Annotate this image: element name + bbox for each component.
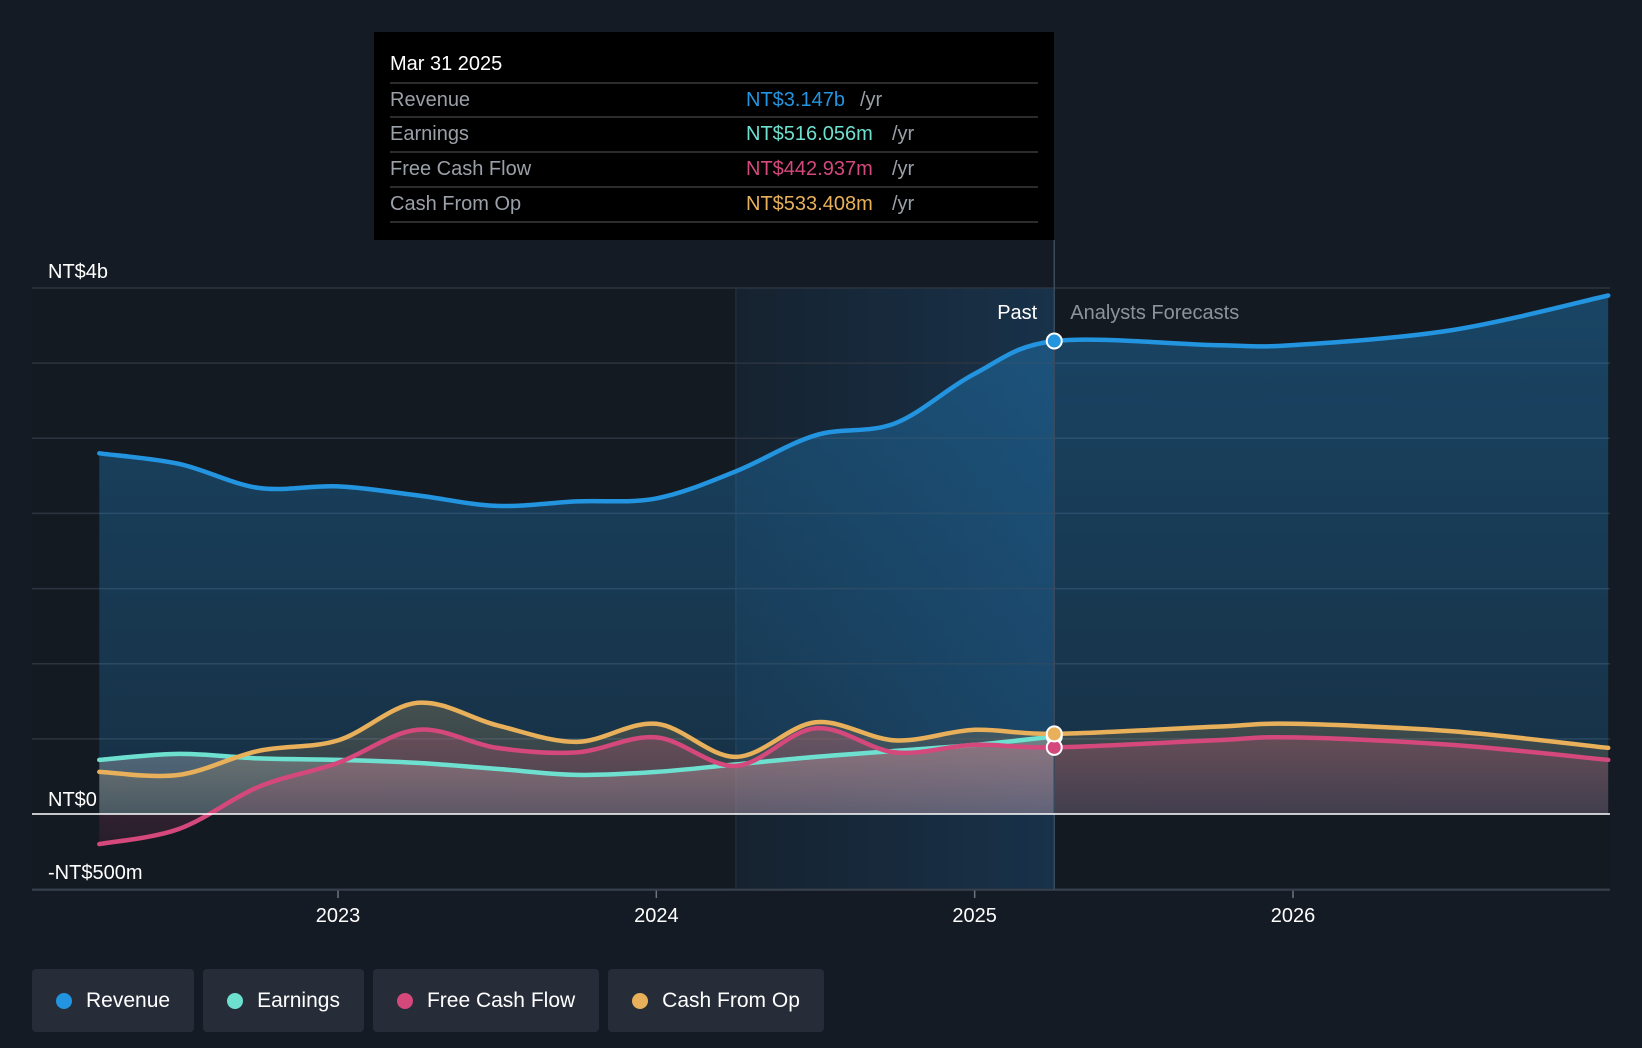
forecast-label: Analysts Forecasts	[1070, 302, 1239, 324]
tooltip-background	[374, 32, 1054, 240]
tooltip-value-fcf: NT$442.937m	[746, 158, 873, 180]
legend-dot-icon	[396, 992, 413, 1009]
series-lines	[97, 293, 1611, 847]
line-cfo	[97, 700, 1611, 779]
legend-label: Free Cash Flow	[426, 988, 576, 1012]
tooltip-value-earnings: NT$516.056m	[746, 123, 873, 145]
y-tick-label: -NT$500m	[48, 862, 142, 884]
legend-label: Earnings	[257, 988, 340, 1012]
line-revenue	[97, 293, 1611, 509]
marker-revenue	[1045, 332, 1063, 350]
tooltip-label-earnings: Earnings	[390, 123, 469, 145]
area-cfo	[99, 702, 1609, 814]
marker-cfo	[1045, 725, 1063, 743]
legend: Revenue Earnings Free Cash Flow Cash Fro…	[32, 969, 824, 1032]
legend-dot-icon	[227, 992, 244, 1009]
y-tick-label: NT$0	[48, 789, 97, 811]
legend-label: Revenue	[86, 988, 171, 1012]
tooltip-unit-fcf: /yr	[892, 158, 915, 180]
y-axis-labels: NT$4b NT$0 -NT$500m	[48, 261, 142, 884]
legend-item-free-cash-flow[interactable]: Free Cash Flow	[372, 969, 600, 1032]
legend-item-cash-from-op[interactable]: Cash From Op	[608, 969, 824, 1032]
past-label: Past	[997, 302, 1037, 324]
legend-dot-icon	[56, 992, 72, 1009]
tooltip-label-cfo: Cash From Op	[390, 193, 521, 215]
tooltip-date: Mar 31 2025	[390, 53, 502, 75]
line-fcf	[97, 726, 1611, 847]
tooltip-unit-revenue: /yr	[860, 89, 883, 111]
x-tick-label: 2024	[634, 905, 679, 927]
legend-item-revenue[interactable]: Revenue	[32, 969, 195, 1032]
tooltip-unit-cfo: /yr	[892, 193, 915, 215]
legend-label: Cash From Op	[662, 988, 800, 1012]
tooltip-value-cfo: NT$533.408m	[746, 193, 873, 215]
tooltip-unit-earnings: /yr	[892, 123, 915, 145]
tooltip: Mar 31 2025 Revenue NT$3.147b /yr Earnin…	[374, 32, 1054, 240]
tooltip-label-revenue: Revenue	[390, 89, 470, 111]
legend-item-earnings[interactable]: Earnings	[203, 969, 364, 1032]
x-tick-label: 2023	[316, 905, 361, 927]
area-revenue	[99, 295, 1609, 814]
x-tick-label: 2026	[1271, 905, 1316, 927]
x-axis-labels: 2023 2024 2025 2026	[32, 889, 1610, 927]
y-tick-label: NT$4b	[48, 261, 108, 283]
tooltip-value-revenue: NT$3.147b	[746, 89, 845, 111]
legend-dot-icon	[632, 992, 649, 1009]
tooltip-label-fcf: Free Cash Flow	[390, 158, 532, 180]
hover-markers	[1045, 332, 1063, 756]
x-tick-label: 2025	[952, 905, 997, 927]
